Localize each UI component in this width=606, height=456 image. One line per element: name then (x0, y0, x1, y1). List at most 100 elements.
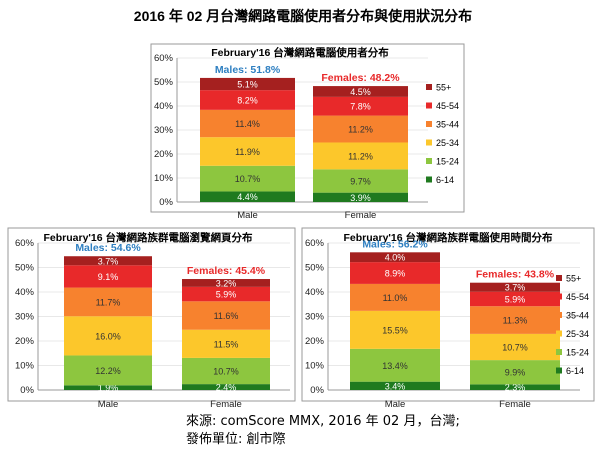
bar-segment (64, 316, 152, 356)
x-tick-label: Male (237, 210, 258, 221)
bar-data-label: 3.7% (505, 283, 526, 293)
bar-segment (313, 86, 408, 97)
bar-data-label: 9.9% (505, 368, 526, 378)
bar-segment (350, 310, 440, 349)
legend-label: 15-24 (566, 348, 589, 358)
y-tick-label: 50% (154, 77, 174, 88)
bar-segment (313, 96, 408, 116)
bar-data-label: 2.4% (216, 383, 237, 393)
total-label: Females: 43.8% (476, 269, 555, 281)
y-tick-label: 40% (154, 101, 174, 112)
bar-data-label: 5.9% (505, 294, 526, 304)
bar-segment (313, 115, 408, 143)
y-tick-label: 40% (305, 287, 325, 298)
total-label: Males: 54.6% (75, 242, 141, 254)
chart-title: February'16 台灣網路族群電腦瀏覽網頁分布 (43, 231, 253, 244)
bar-data-label: 16.0% (95, 331, 121, 341)
legend-swatch (426, 176, 432, 183)
bar-segment (470, 360, 560, 385)
bar-segment (64, 287, 152, 317)
legend-swatch (556, 330, 562, 337)
bar-data-label: 10.7% (235, 174, 261, 184)
source-note: 來源: comScore MMX, 2016 年 02 月，台灣; (186, 414, 460, 429)
y-tick-label: 10% (15, 361, 35, 372)
bar-data-label: 3.4% (385, 381, 406, 391)
total-label: Females: 45.4% (187, 265, 266, 277)
bar-segment (470, 306, 560, 334)
bar-segment (470, 333, 560, 361)
bar-data-label: 15.5% (382, 325, 408, 335)
legend-swatch (556, 275, 562, 281)
chart-title: February'16 台灣網路電腦使用者分布 (211, 46, 389, 59)
bar-data-label: 11.3% (503, 316, 528, 326)
main-title: 2016 年 02 月台灣網路電腦使用者分布與使用狀況分布 (133, 8, 473, 24)
y-tick-label: 10% (154, 173, 174, 184)
legend-swatch (556, 293, 562, 300)
bar-data-label: 12.2% (95, 366, 121, 376)
y-tick-label: 0% (159, 197, 173, 208)
bar-data-label: 8.2% (237, 96, 258, 106)
y-tick-label: 20% (15, 336, 35, 347)
bar-data-label: 4.5% (350, 87, 371, 97)
bar-segment (200, 137, 295, 166)
bar-data-label: 4.0% (385, 253, 406, 263)
bar-segment (470, 384, 560, 390)
bar-segment (64, 265, 152, 288)
y-tick-label: 50% (305, 263, 325, 274)
legend-label: 45-54 (436, 101, 459, 111)
x-tick-label: Female (345, 210, 377, 221)
bar-data-label: 9.1% (98, 272, 119, 282)
bar-data-label: 1.9% (98, 383, 119, 393)
bar-segment (200, 90, 295, 110)
bar-data-label: 7.8% (350, 102, 371, 112)
publisher-note: 發佈單位: 創市際 (186, 432, 286, 447)
bar-segment (313, 169, 408, 193)
legend-swatch (426, 139, 432, 146)
bar-data-label: 11.6% (214, 311, 239, 321)
bar-data-label: 11.2% (348, 125, 373, 135)
bar-data-label: 3.7% (98, 256, 119, 266)
legend-label: 35-44 (436, 120, 459, 130)
y-tick-label: 60% (15, 238, 35, 249)
bar-segment (350, 381, 440, 390)
legend-label: 25-34 (566, 329, 589, 339)
total-label: Males: 51.8% (215, 64, 281, 76)
x-tick-label: Male (385, 399, 406, 410)
bar-segment (200, 191, 295, 202)
total-label: Females: 48.2% (321, 72, 400, 84)
chart-frame (7, 227, 296, 402)
bar-data-label: 11.4% (235, 119, 260, 129)
bar-data-label: 2.3% (505, 383, 526, 393)
y-tick-label: 30% (154, 125, 174, 136)
y-tick-label: 40% (15, 287, 35, 298)
legend-swatch (426, 121, 432, 127)
bar-data-label: 3.9% (350, 193, 371, 203)
bar-data-label: 3.2% (216, 278, 237, 288)
legend-label: 25-34 (436, 138, 459, 148)
bar-segment (182, 357, 270, 385)
bar-segment (182, 286, 270, 302)
legend-label: 45-54 (566, 292, 589, 302)
bar-data-label: 11.2% (348, 151, 373, 161)
x-tick-label: Female (499, 399, 531, 410)
bar-segment (350, 348, 440, 382)
y-tick-label: 20% (154, 149, 174, 160)
bar-data-label: 4.4% (237, 192, 258, 202)
bar-segment (470, 282, 560, 292)
bar-segment (350, 262, 440, 284)
legend-label: 6-14 (566, 366, 584, 376)
bar-segment (64, 355, 152, 386)
legend-swatch (556, 367, 562, 374)
chart-title: February'16 台灣網路族群電腦使用時間分布 (343, 231, 553, 244)
bar-data-label: 9.7% (350, 177, 371, 187)
y-tick-label: 20% (305, 336, 325, 347)
legend-label: 55+ (436, 83, 451, 93)
x-tick-label: Male (98, 399, 119, 410)
y-tick-label: 0% (20, 385, 34, 396)
bar-segment (200, 109, 295, 138)
y-tick-label: 60% (154, 53, 174, 64)
total-label: Males: 56.2% (362, 238, 428, 250)
bar-segment (470, 291, 560, 307)
